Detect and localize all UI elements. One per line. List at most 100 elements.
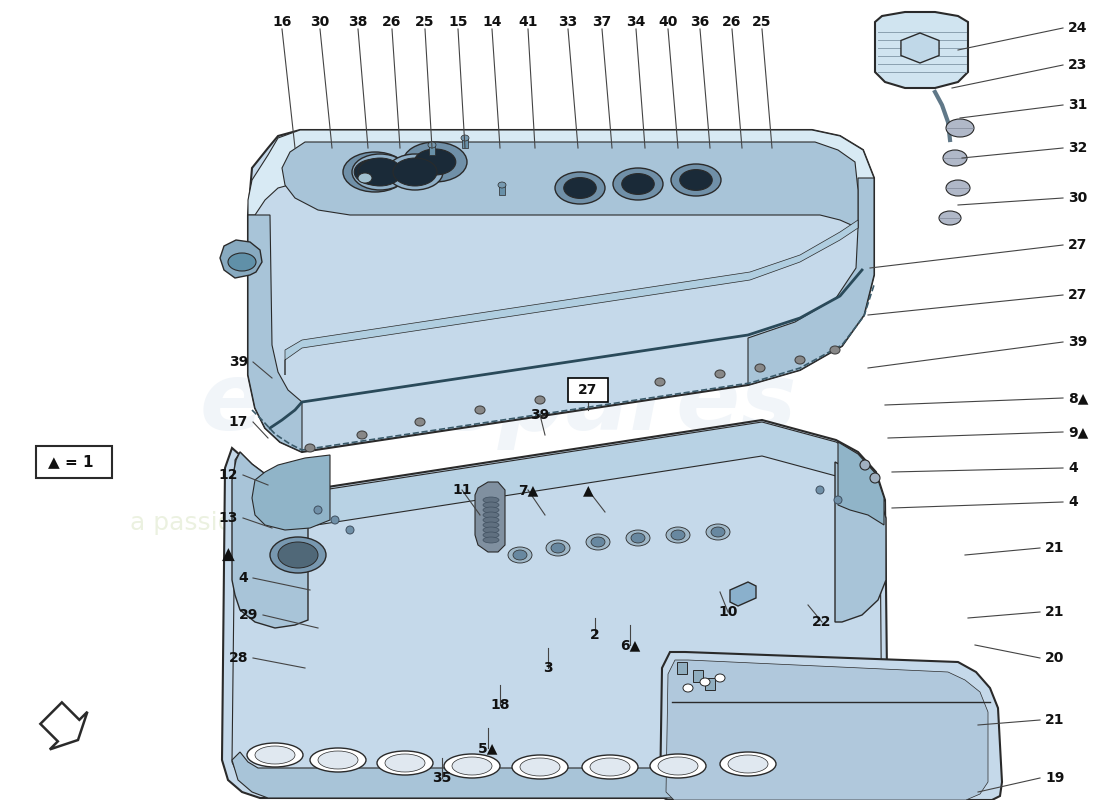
Polygon shape [666,660,988,800]
Ellipse shape [387,154,443,190]
Polygon shape [248,130,875,215]
Polygon shape [748,178,874,385]
Ellipse shape [343,152,407,192]
Text: 38: 38 [349,15,367,29]
Ellipse shape [513,550,527,560]
Ellipse shape [255,746,295,764]
Text: 16: 16 [273,15,292,29]
Text: 6▲: 6▲ [620,638,640,652]
Ellipse shape [715,370,725,378]
Circle shape [331,516,339,524]
Ellipse shape [498,182,506,188]
Ellipse shape [248,743,302,767]
Ellipse shape [310,748,366,772]
Ellipse shape [650,754,706,778]
Ellipse shape [680,170,713,190]
Ellipse shape [358,158,402,186]
Ellipse shape [613,168,663,200]
Ellipse shape [830,346,840,354]
Circle shape [860,460,870,470]
Text: 25: 25 [416,15,434,29]
Text: 39: 39 [1068,335,1087,349]
Text: 21: 21 [1045,713,1065,727]
Circle shape [816,486,824,494]
Ellipse shape [520,758,560,776]
Ellipse shape [415,149,455,175]
Text: 8▲: 8▲ [1068,391,1088,405]
Text: 21: 21 [1045,605,1065,619]
Bar [429,145,434,155]
Ellipse shape [626,530,650,546]
Text: 40: 40 [658,15,678,29]
Ellipse shape [483,532,499,538]
Text: 33: 33 [559,15,578,29]
Text: 27: 27 [579,383,597,397]
Bar [676,662,688,674]
Ellipse shape [483,502,499,508]
Text: 3: 3 [543,661,553,675]
Polygon shape [232,442,882,795]
Ellipse shape [946,180,970,196]
Ellipse shape [358,431,367,439]
FancyBboxPatch shape [568,378,608,402]
Text: 30: 30 [310,15,330,29]
Ellipse shape [428,142,436,148]
Ellipse shape [452,757,492,775]
Polygon shape [220,240,262,278]
Ellipse shape [658,757,698,775]
Ellipse shape [671,530,685,540]
Text: 32: 32 [1068,141,1088,155]
Ellipse shape [483,512,499,518]
Ellipse shape [939,211,961,225]
Text: 13: 13 [219,511,238,525]
Ellipse shape [512,755,568,779]
Ellipse shape [666,527,690,543]
Text: 28: 28 [229,651,248,665]
Ellipse shape [535,396,544,404]
Ellipse shape [700,678,710,686]
Text: 12: 12 [219,468,238,482]
Text: ▲ = 1: ▲ = 1 [48,454,94,470]
Ellipse shape [720,752,775,776]
Ellipse shape [352,154,408,190]
Polygon shape [222,420,888,798]
Text: 39: 39 [229,355,248,369]
Ellipse shape [483,497,499,503]
Ellipse shape [715,674,725,682]
Ellipse shape [946,119,974,137]
Text: ▲: ▲ [583,483,593,497]
Text: 11: 11 [452,483,472,497]
Text: 30: 30 [1068,191,1087,205]
Text: 25: 25 [752,15,772,29]
Ellipse shape [755,364,764,372]
Ellipse shape [415,418,425,426]
Text: 9▲: 9▲ [1068,425,1088,439]
Ellipse shape [508,547,532,563]
Ellipse shape [621,174,654,194]
Text: 27: 27 [1068,238,1088,252]
Ellipse shape [563,178,596,198]
Text: 21: 21 [1045,541,1065,555]
Text: 31: 31 [1068,98,1088,112]
Text: 39: 39 [530,408,550,422]
Text: 4: 4 [1068,461,1078,475]
Ellipse shape [546,540,570,556]
Polygon shape [232,452,308,628]
Ellipse shape [582,755,638,779]
Text: 15: 15 [449,15,468,29]
Text: 20: 20 [1045,651,1065,665]
Text: 2: 2 [590,628,600,642]
Polygon shape [248,130,875,452]
Ellipse shape [728,755,768,773]
Ellipse shape [654,378,666,386]
Bar [693,670,703,682]
Text: 4: 4 [239,571,248,585]
Text: 29: 29 [239,608,258,622]
Circle shape [314,506,322,514]
Circle shape [346,526,354,534]
Ellipse shape [551,543,565,553]
Text: 10: 10 [718,605,738,619]
Text: 7▲: 7▲ [518,483,538,497]
Ellipse shape [795,356,805,364]
Ellipse shape [393,158,437,186]
